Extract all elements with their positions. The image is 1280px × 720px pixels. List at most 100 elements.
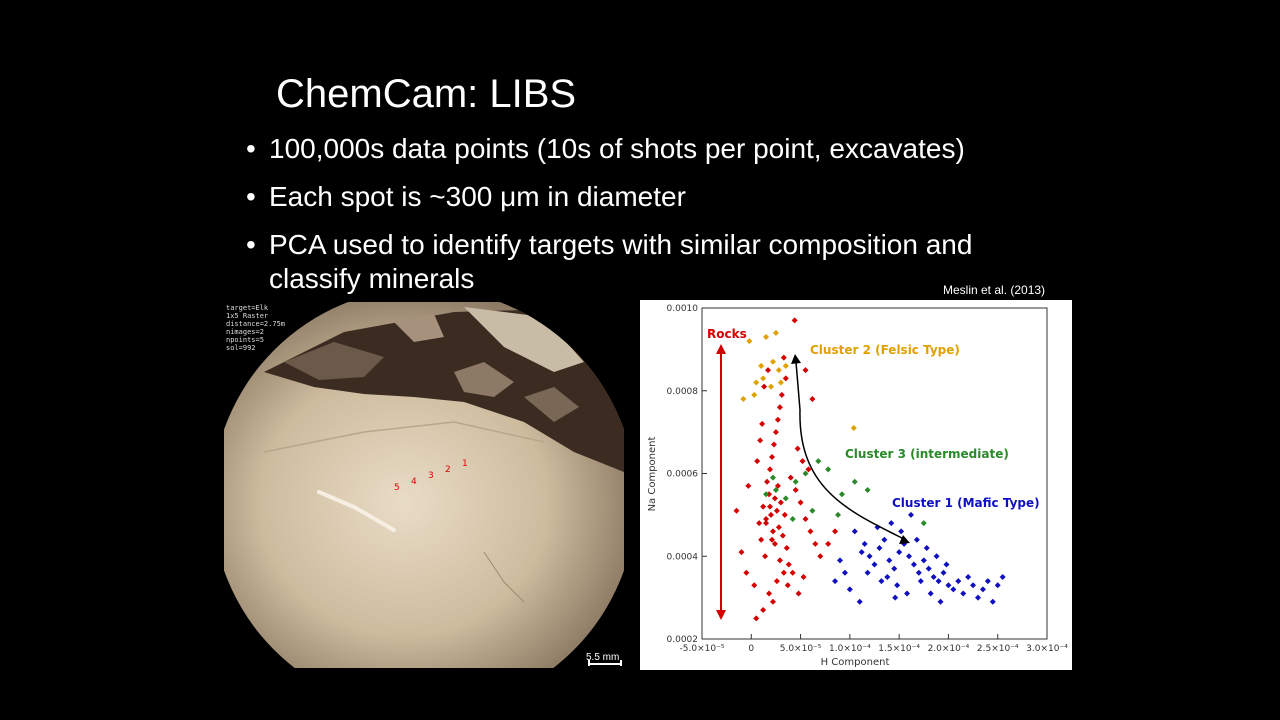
- data-point: [762, 553, 769, 560]
- rocks-arrow-head-top: [716, 344, 726, 354]
- data-point: [825, 466, 832, 473]
- citation: Meslin et al. (2013): [943, 283, 1046, 297]
- data-point: [955, 578, 962, 585]
- data-point: [878, 578, 885, 585]
- cluster1-label: Cluster 1 (Mafic Type): [892, 496, 1040, 510]
- x-tick-label: 1.5×10⁻⁴: [878, 644, 920, 654]
- data-point: [915, 569, 922, 576]
- data-point: [815, 458, 822, 465]
- trend-arrow-head-top: [791, 354, 801, 364]
- data-point: [795, 590, 802, 597]
- data-point: [792, 478, 799, 485]
- data-point: [913, 536, 920, 543]
- x-tick-label: 5.0×10⁻⁵: [780, 644, 822, 654]
- x-tick-label: 2.5×10⁻⁴: [977, 644, 1019, 654]
- data-point: [745, 482, 752, 489]
- data-point: [782, 495, 789, 502]
- data-point: [758, 536, 765, 543]
- pca-chart: 0.0002 0.0004 0.0006 0.0008 0.0010 -5.0×10⁻⁵…: [640, 300, 1072, 670]
- data-point: [778, 391, 785, 398]
- data-point: [876, 544, 883, 551]
- data-point: [756, 520, 763, 527]
- data-point: [797, 499, 804, 506]
- data-point: [881, 536, 888, 543]
- scatter-plot: 0.0002 0.0004 0.0006 0.0008 0.0010 -5.0×10⁻⁵…: [647, 304, 1068, 668]
- trend-arrow: [795, 361, 907, 541]
- data-point: [775, 524, 782, 531]
- data-point: [772, 329, 779, 336]
- data-point: [960, 590, 967, 597]
- data-point: [861, 540, 868, 547]
- rocks-arrow-head-bottom: [716, 610, 726, 620]
- data-point: [850, 424, 857, 431]
- raster-label: 2: [445, 465, 451, 475]
- data-point: [807, 528, 814, 535]
- y-tick-label: 0.0010: [667, 304, 699, 314]
- slide-title: ChemCam: LIBS: [276, 72, 577, 116]
- data-point: [835, 511, 842, 518]
- data-point: [809, 396, 816, 403]
- data-point: [940, 569, 947, 576]
- y-axis-label: Na Component: [647, 436, 658, 511]
- data-point: [984, 578, 991, 585]
- plot-area: [701, 307, 1048, 640]
- x-tick-label: 2.0×10⁻⁴: [928, 644, 970, 654]
- x-tick-label: 0: [748, 644, 754, 654]
- data-point: [930, 573, 937, 580]
- data-point: [766, 590, 773, 597]
- rocks-label: Rocks: [707, 327, 747, 341]
- data-point: [780, 354, 787, 361]
- data-point: [758, 362, 765, 369]
- data-point: [757, 437, 764, 444]
- data-point: [891, 565, 898, 572]
- data-point: [777, 379, 784, 386]
- scale-bar: [588, 660, 622, 666]
- data-point: [802, 516, 809, 523]
- data-point: [772, 429, 779, 436]
- scale-bar-label: 5.5 mm: [586, 652, 620, 663]
- data-point: [784, 582, 791, 589]
- data-point: [920, 520, 927, 527]
- data-point: [774, 482, 781, 489]
- data-point: [772, 487, 779, 494]
- data-point: [832, 528, 839, 535]
- data-point: [768, 511, 774, 518]
- data-point: [871, 561, 878, 568]
- data-point: [783, 544, 790, 551]
- bullet-list: 100,000s data points (10s of shots per p…: [246, 132, 1046, 310]
- data-point: [775, 367, 782, 374]
- rock-surface-image: 5 4 3 2 1: [224, 302, 624, 668]
- data-point: [910, 561, 917, 568]
- data-point: [764, 478, 771, 485]
- bullet-item: 100,000s data points (10s of shots per p…: [246, 132, 1046, 166]
- data-point: [892, 594, 899, 601]
- data-point: [771, 540, 778, 547]
- data-point: [933, 553, 940, 560]
- data-point: [776, 404, 783, 411]
- data-point: [785, 561, 792, 568]
- data-point: [937, 598, 944, 605]
- data-point: [907, 511, 914, 518]
- data-point: [782, 362, 789, 369]
- data-point: [751, 391, 758, 398]
- data-point: [841, 569, 848, 576]
- data-point: [864, 487, 871, 494]
- data-point: [906, 553, 912, 560]
- data-point: [781, 511, 788, 518]
- data-point: [886, 557, 893, 564]
- data-point: [927, 590, 934, 597]
- data-point: [769, 358, 776, 365]
- data-point: [935, 578, 942, 585]
- x-axis-label: H Component: [821, 657, 890, 668]
- trend-arrow-head-bottom: [899, 535, 910, 544]
- data-point: [777, 499, 784, 506]
- data-point: [800, 573, 807, 580]
- bullet-item: Each spot is ~300 μm in diameter: [246, 180, 1046, 214]
- data-point: [989, 598, 996, 605]
- data-point: [771, 495, 778, 502]
- data-point: [858, 549, 865, 556]
- data-point: [738, 549, 745, 556]
- data-point: [765, 367, 772, 374]
- data-point: [805, 466, 812, 473]
- data-point: [925, 565, 932, 572]
